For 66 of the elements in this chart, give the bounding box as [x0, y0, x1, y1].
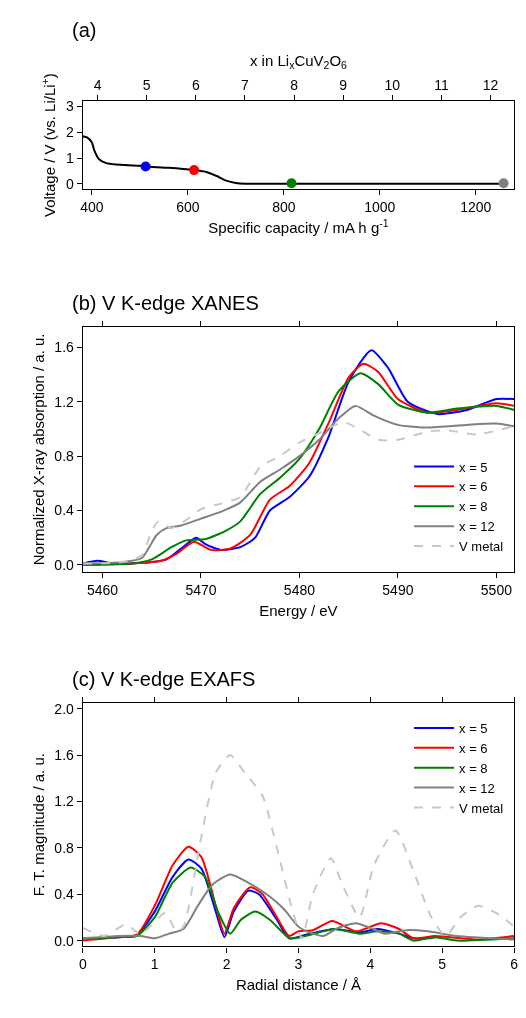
- y-axis-title: F. T. magnitude / a. u.: [29, 753, 47, 897]
- x-tick-label: 5500: [480, 581, 513, 598]
- x2-tick-label: 6: [191, 76, 200, 93]
- x-tick-label: 1000: [364, 198, 396, 215]
- y-tick-label: 0.0: [54, 932, 75, 949]
- y-tick-label: 2.0: [54, 700, 75, 717]
- y-tick-label: 0.4: [54, 502, 75, 519]
- line-series: [82, 754, 515, 940]
- x-tick-label: 5: [438, 956, 447, 973]
- x-tick-label: 2: [222, 956, 231, 973]
- x-tick-label: 400: [80, 198, 104, 215]
- line-series: [82, 845, 515, 942]
- x2-tick-label: 4: [93, 76, 102, 93]
- legend-label: x = 12: [459, 780, 495, 796]
- y-tick-label: 0.0: [54, 556, 75, 573]
- y-tick-label: 1.6: [54, 339, 75, 356]
- y-tick-label: 1: [66, 149, 75, 166]
- legend-label: x = 8: [459, 499, 488, 515]
- x2-tick-label: 12: [482, 76, 499, 93]
- y-tick-label: 0.8: [54, 448, 75, 465]
- x-tick-label: 1200: [460, 198, 492, 215]
- x-axis-title: Specific capacity / mA h g$^{-1}$: [208, 216, 389, 236]
- legend-label: x = 12: [459, 519, 495, 535]
- y-tick-label: 1.2: [54, 393, 75, 410]
- y-tick-label: 0: [66, 175, 75, 192]
- x2-axis-title: x in Li$_{x}$CuV$_{2}$O$_{6}$: [249, 51, 348, 72]
- x-tick-label: 5490: [382, 581, 414, 598]
- x-tick-label: 800: [272, 198, 296, 215]
- y-tick-label: 2: [66, 124, 75, 141]
- x-tick-label: 5470: [185, 581, 217, 598]
- x2-tick-label: 11: [434, 76, 449, 93]
- y-tick-label: 0.8: [54, 839, 75, 856]
- x-tick-label: 1: [150, 956, 159, 973]
- chart-title: (c) V K-edge EXAFS: [72, 668, 256, 690]
- x2-tick-label: 10: [384, 76, 401, 93]
- x-tick-label: 0: [78, 956, 87, 973]
- legend-label: x = 6: [459, 479, 488, 495]
- point: [140, 161, 151, 172]
- x-tick-label: 3: [294, 956, 303, 973]
- x2-tick-label: 7: [241, 76, 249, 93]
- y-tick-label: 0.4: [54, 886, 75, 903]
- legend-label: x = 5: [459, 459, 488, 475]
- legend-label: V metal: [459, 800, 504, 816]
- point: [286, 178, 297, 189]
- legend-label: x = 6: [459, 740, 488, 756]
- x2-tick-label: 5: [142, 76, 151, 93]
- y-axis-title: Normalized X-ray absorption / a. u.: [29, 333, 47, 566]
- point: [498, 178, 509, 189]
- x-tick-label: 5460: [86, 581, 119, 598]
- x-tick-label: 6: [510, 956, 519, 973]
- y-tick-label: 3: [66, 98, 75, 115]
- x2-tick-label: 8: [290, 76, 299, 93]
- y-tick-label: 1.6: [54, 746, 75, 763]
- legend-label: x = 8: [459, 760, 488, 776]
- chart-title: (b) V K-edge XANES: [72, 292, 259, 314]
- point: [189, 165, 200, 176]
- x-tick-label: 600: [176, 198, 200, 215]
- x-axis-title: Radial distance / Å: [235, 976, 361, 994]
- x-tick-label: 5480: [283, 581, 316, 598]
- x-axis-title: Energy / eV: [259, 601, 338, 619]
- legend-label: x = 5: [459, 720, 488, 736]
- legend-label: V metal: [459, 539, 504, 555]
- chart-title: (a): [72, 19, 97, 41]
- y-tick-label: 1.2: [54, 793, 75, 810]
- x2-tick-label: 9: [339, 76, 348, 93]
- x-tick-label: 4: [366, 956, 375, 973]
